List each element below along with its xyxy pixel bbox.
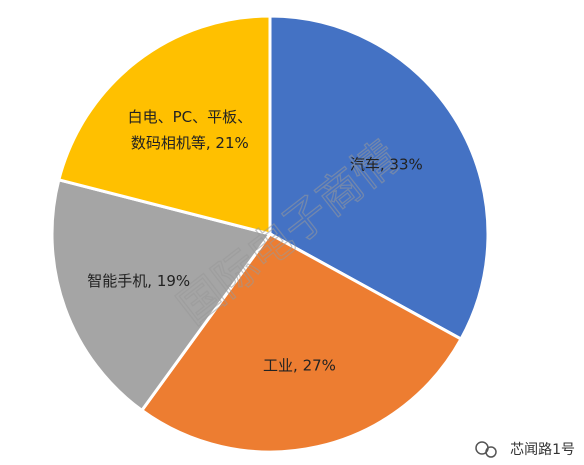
data-label: 汽车, 33%: [350, 156, 423, 174]
pie-slice: [268, 14, 490, 342]
data-label: 智能手机, 19%: [87, 272, 190, 290]
data-label: 工业, 27%: [263, 356, 336, 374]
footer: 芯闻路1号: [510, 442, 575, 458]
pie-slice: [57, 14, 272, 236]
pie-slice: [139, 232, 464, 454]
footer-icon: [475, 441, 497, 458]
data-label: 数码相机等, 21%: [131, 134, 249, 152]
pie-slice: [50, 177, 273, 413]
pie: [50, 14, 490, 454]
data-label: 白电、PC、平板、: [128, 108, 253, 126]
